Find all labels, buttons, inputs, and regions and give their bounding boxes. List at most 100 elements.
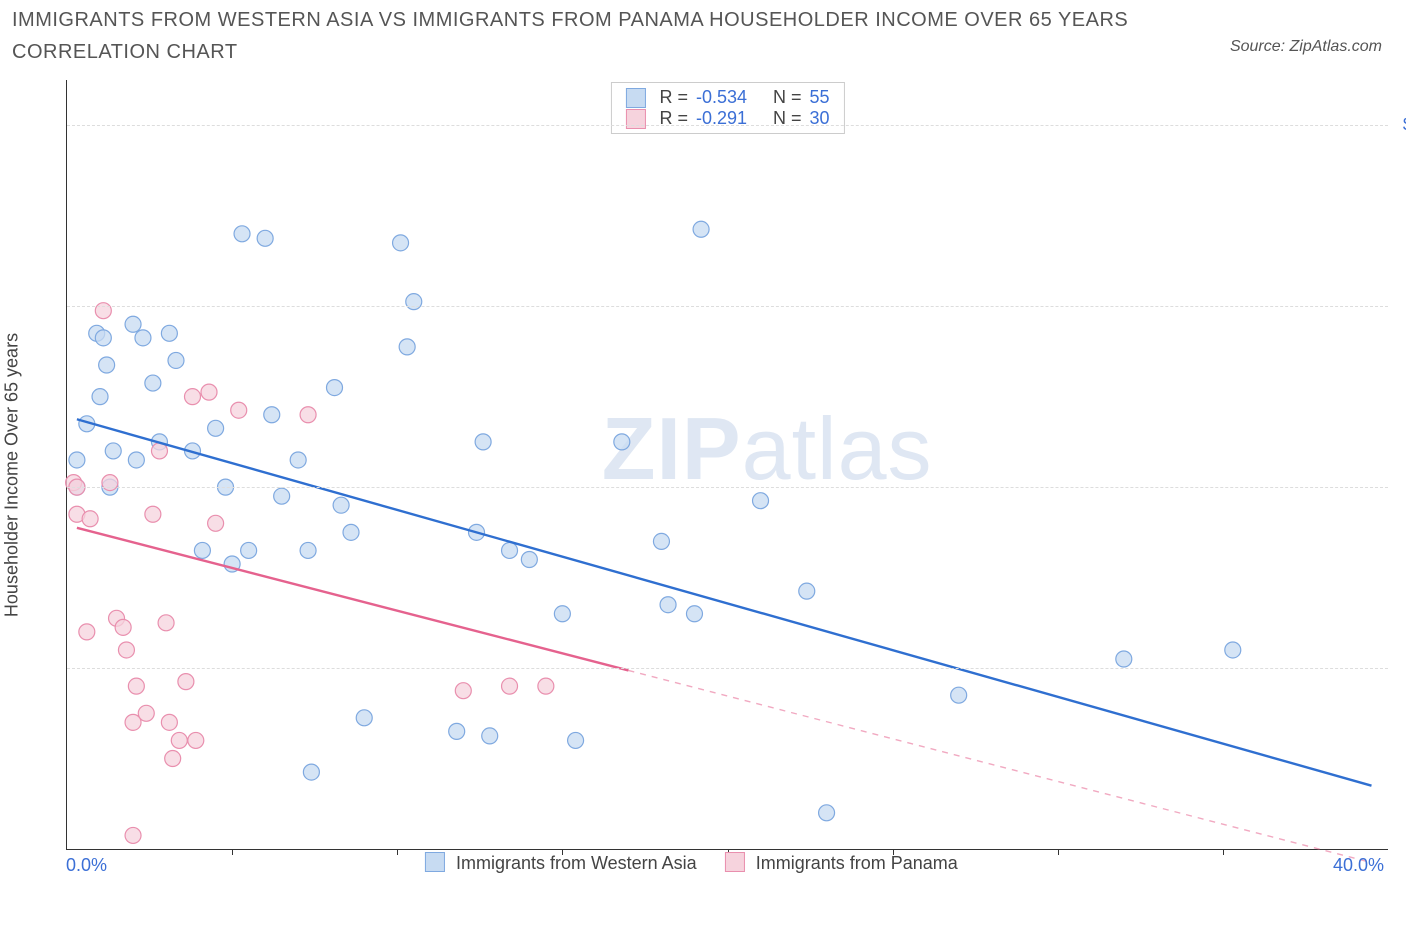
chart-title: IMMIGRANTS FROM WESTERN ASIA VS IMMIGRAN… xyxy=(12,4,1162,68)
scatter-point xyxy=(99,357,115,373)
scatter-point xyxy=(614,434,630,450)
scatter-point xyxy=(158,615,174,631)
scatter-point xyxy=(165,751,181,767)
scatter-point xyxy=(178,674,194,690)
scatter-point xyxy=(79,624,95,640)
trend-line xyxy=(77,528,629,671)
scatter-point xyxy=(128,678,144,694)
y-tick-label: $40,000 xyxy=(1398,658,1406,679)
scatter-point xyxy=(257,230,273,246)
scatter-point xyxy=(475,434,491,450)
scatter-point xyxy=(290,452,306,468)
scatter-point xyxy=(95,330,111,346)
scatter-point xyxy=(234,226,250,242)
y-tick-label: $100,000 xyxy=(1398,115,1406,136)
scatter-point xyxy=(568,732,584,748)
scatter-point xyxy=(653,533,669,549)
scatter-point xyxy=(300,542,316,558)
scatter-point xyxy=(125,827,141,843)
plot-area: ZIPatlas R = -0.534 N = 55 R = -0.291 N … xyxy=(66,80,1388,850)
chart-source: Source: ZipAtlas.com xyxy=(1230,38,1382,56)
scatter-svg xyxy=(67,80,1388,849)
scatter-point xyxy=(449,723,465,739)
scatter-point xyxy=(686,606,702,622)
scatter-point xyxy=(660,597,676,613)
scatter-point xyxy=(194,542,210,558)
scatter-point xyxy=(274,488,290,504)
swatch-icon xyxy=(425,852,445,872)
swatch-icon xyxy=(725,852,745,872)
x-tick xyxy=(397,849,398,855)
scatter-point xyxy=(105,443,121,459)
scatter-point xyxy=(118,642,134,658)
scatter-point xyxy=(693,221,709,237)
scatter-point xyxy=(69,452,85,468)
scatter-point xyxy=(171,732,187,748)
scatter-point xyxy=(951,687,967,703)
scatter-point xyxy=(128,452,144,468)
scatter-point xyxy=(482,728,498,744)
series-legend: Immigrants from Western Asia Immigrants … xyxy=(425,852,958,874)
scatter-point xyxy=(184,389,200,405)
scatter-point xyxy=(95,303,111,319)
scatter-point xyxy=(1116,651,1132,667)
scatter-point xyxy=(356,710,372,726)
scatter-point xyxy=(819,805,835,821)
gridline xyxy=(67,668,1388,669)
y-tick-label: $60,000 xyxy=(1398,477,1406,498)
scatter-point xyxy=(406,294,422,310)
scatter-point xyxy=(1225,642,1241,658)
scatter-point xyxy=(161,714,177,730)
scatter-point xyxy=(343,524,359,540)
legend-item: Immigrants from Panama xyxy=(725,852,958,874)
scatter-point xyxy=(300,407,316,423)
scatter-point xyxy=(161,325,177,341)
scatter-point xyxy=(102,475,118,491)
legend-label: Immigrants from Western Asia xyxy=(456,853,697,873)
x-tick xyxy=(232,849,233,855)
legend-item: Immigrants from Western Asia xyxy=(425,852,697,874)
scatter-point xyxy=(92,389,108,405)
scatter-point xyxy=(201,384,217,400)
scatter-point xyxy=(125,316,141,332)
gridline xyxy=(67,487,1388,488)
scatter-point xyxy=(264,407,280,423)
legend-label: Immigrants from Panama xyxy=(756,853,958,873)
scatter-point xyxy=(135,330,151,346)
scatter-point xyxy=(138,705,154,721)
scatter-point xyxy=(82,511,98,527)
scatter-point xyxy=(145,375,161,391)
scatter-point xyxy=(303,764,319,780)
trend-line-extrapolated xyxy=(628,670,1371,862)
scatter-point xyxy=(231,402,247,418)
scatter-point xyxy=(168,352,184,368)
scatter-point xyxy=(145,506,161,522)
scatter-point xyxy=(208,420,224,436)
scatter-point xyxy=(393,235,409,251)
y-tick-label: $80,000 xyxy=(1398,296,1406,317)
scatter-point xyxy=(799,583,815,599)
scatter-point xyxy=(521,551,537,567)
scatter-point xyxy=(455,683,471,699)
scatter-point xyxy=(241,542,257,558)
scatter-point xyxy=(115,619,131,635)
trend-line xyxy=(77,419,1372,785)
scatter-point xyxy=(399,339,415,355)
x-tick xyxy=(1058,849,1059,855)
chart-container: Householder Income Over 65 years ZIPatla… xyxy=(48,80,1388,870)
gridline xyxy=(67,306,1388,307)
scatter-point xyxy=(554,606,570,622)
scatter-point xyxy=(208,515,224,531)
scatter-point xyxy=(502,678,518,694)
scatter-point xyxy=(188,732,204,748)
scatter-point xyxy=(538,678,554,694)
scatter-point xyxy=(333,497,349,513)
scatter-point xyxy=(502,542,518,558)
x-axis-max-label: 40.0% xyxy=(1333,855,1384,876)
gridline xyxy=(67,125,1388,126)
y-axis-label: Householder Income Over 65 years xyxy=(2,333,23,617)
x-tick xyxy=(1223,849,1224,855)
x-axis-min-label: 0.0% xyxy=(66,855,107,876)
scatter-point xyxy=(753,493,769,509)
scatter-point xyxy=(327,380,343,396)
